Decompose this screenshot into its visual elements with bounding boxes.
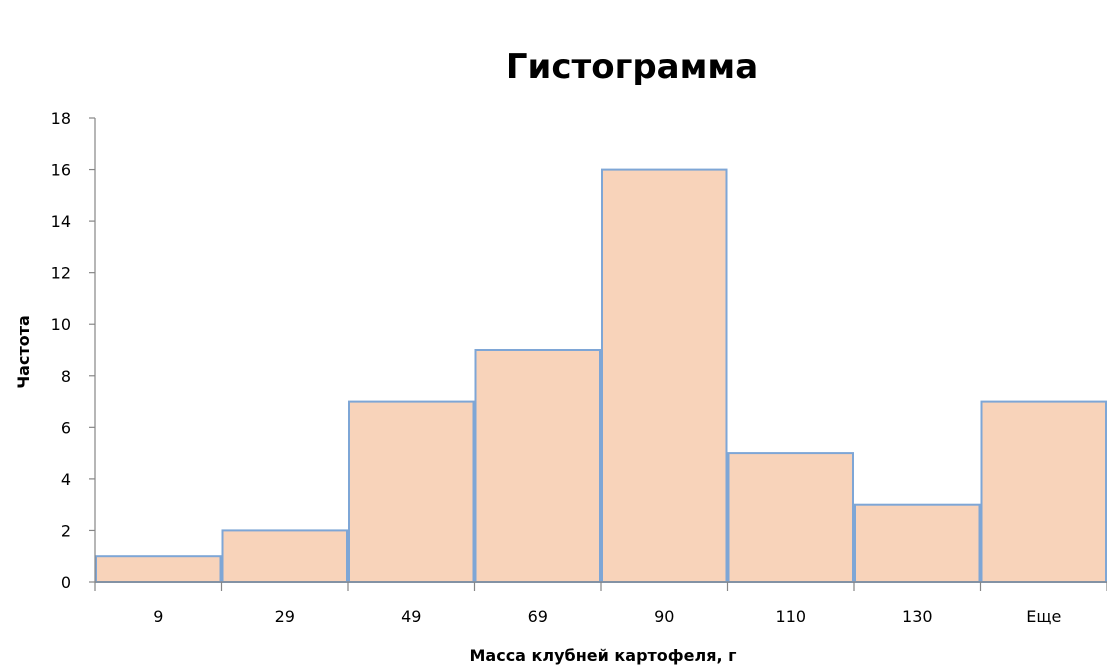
histogram-bar: [980, 400, 1107, 583]
y-tick-label: 12: [51, 264, 71, 283]
x-tick-label: 130: [902, 607, 933, 626]
y-tick-label: 10: [51, 315, 71, 334]
y-tick-label: 4: [61, 470, 71, 489]
y-ticks-group: 0 2 4 6 8 10 12 14 16 18: [51, 109, 95, 592]
y-tick-label: 16: [51, 161, 71, 180]
histogram-bar: [727, 452, 854, 583]
x-axis-label: Масса клубней картофеля, г: [469, 646, 736, 665]
x-tick-label: 69: [528, 607, 548, 626]
bars-group: [95, 168, 1107, 584]
histogram-bar: [348, 400, 475, 583]
chart-title: Гистограмма: [506, 47, 758, 87]
y-tick-label: 0: [61, 573, 71, 592]
histogram-bar: [854, 503, 981, 584]
y-axis-label: Частота: [14, 315, 33, 389]
histogram-bar: [474, 349, 601, 583]
histogram-bar: [221, 529, 348, 584]
y-tick-label: 18: [51, 109, 71, 128]
x-tick-label: 110: [776, 607, 807, 626]
histogram-bar: [601, 168, 728, 583]
x-tick-label: 9: [153, 607, 163, 626]
x-tick-label: 49: [401, 607, 421, 626]
x-tick-label: 90: [654, 607, 674, 626]
x-tick-label: 29: [275, 607, 295, 626]
x-tick-label: Еще: [1026, 607, 1061, 626]
y-tick-label: 14: [51, 212, 71, 231]
y-tick-label: 8: [61, 367, 71, 386]
x-ticks-group: 9 29 49 69 90 110 130 Еще: [94, 582, 1107, 626]
histogram-bar: [95, 555, 222, 584]
y-tick-label: 6: [61, 418, 71, 437]
y-tick-label: 2: [61, 521, 71, 540]
